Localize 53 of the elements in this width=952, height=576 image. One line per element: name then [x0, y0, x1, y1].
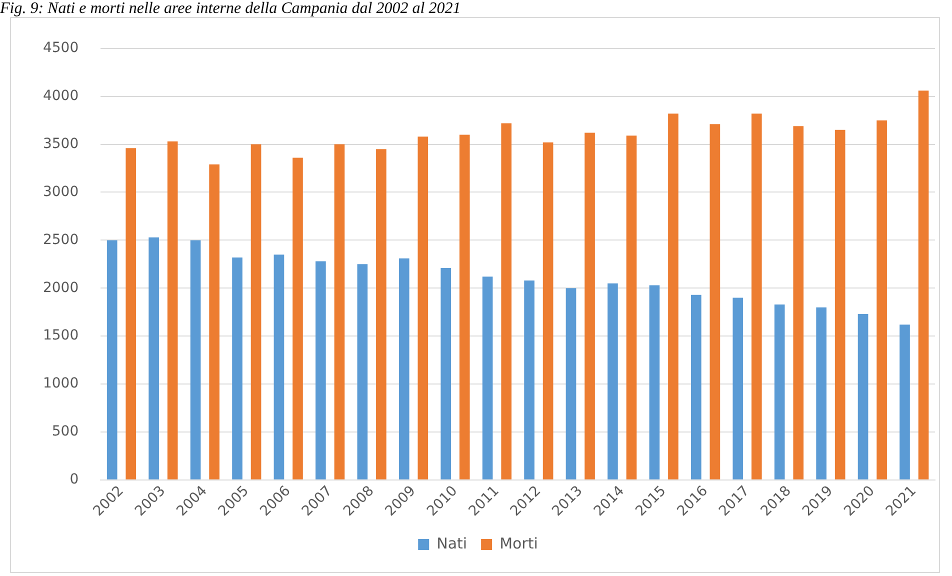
y-tick-label: 3500 [42, 136, 79, 152]
bar [649, 285, 660, 480]
bar [566, 288, 576, 480]
y-tick-label: 2500 [42, 232, 79, 248]
y-tick-label: 4500 [42, 40, 79, 56]
bar [167, 141, 178, 480]
y-tick-label: 0 [70, 472, 79, 488]
bar [816, 307, 826, 480]
bar [668, 114, 678, 480]
bar [292, 158, 303, 480]
bar [250, 144, 262, 480]
bar [710, 124, 720, 480]
bar [751, 114, 762, 480]
bar [608, 283, 618, 480]
bar [858, 314, 868, 480]
bar [376, 149, 386, 480]
y-tick-label: 3000 [42, 184, 79, 200]
y-tick-label: 1000 [42, 376, 79, 392]
bar [316, 261, 326, 480]
bar [732, 298, 744, 480]
y-tick-label: 500 [52, 424, 79, 440]
bar [190, 240, 201, 480]
chart-title: Fig. 9: Nati e morti nelle aree interne della Campania dal 2002 al 2021 [0, 0, 461, 17]
bar [209, 164, 220, 480]
bar [834, 130, 846, 480]
bar [774, 304, 785, 480]
y-tick-label: 1500 [42, 328, 79, 344]
bar [398, 258, 410, 480]
bar [274, 254, 284, 480]
bar [524, 280, 534, 480]
bar [482, 276, 493, 480]
bar [126, 148, 136, 480]
bar [357, 264, 368, 480]
bar [232, 257, 242, 480]
bar [900, 324, 910, 480]
bar [148, 237, 159, 480]
bar [876, 120, 887, 480]
bar [106, 240, 118, 480]
bar [918, 90, 929, 480]
legend-label: Nati [436, 534, 468, 552]
bar [440, 268, 452, 480]
legend-label: Morti [500, 534, 538, 552]
bar [793, 126, 804, 480]
bar [501, 123, 512, 480]
bar [459, 134, 470, 480]
bar [542, 142, 554, 480]
y-tick-label: 4000 [42, 88, 79, 104]
bar [334, 144, 345, 480]
y-tick-label: 2000 [42, 280, 79, 296]
bar [418, 136, 428, 480]
bar [691, 294, 702, 480]
bar [626, 136, 637, 480]
bar [584, 132, 595, 480]
